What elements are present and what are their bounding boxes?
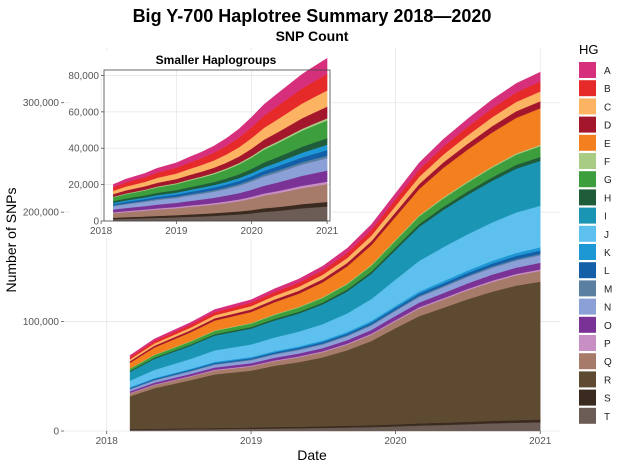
inset-y-tick-label: 40,000: [68, 144, 99, 155]
legend-label-a: A: [604, 66, 611, 77]
main-areas: [129, 71, 541, 432]
main-x-tick-label: 2020: [384, 436, 407, 447]
legend-swatch-d: [579, 116, 596, 133]
legend-swatch-k: [579, 244, 596, 260]
x-axis-label: Date: [297, 447, 327, 463]
inset-x-tick-label: 2018: [90, 226, 113, 237]
legend-swatch-f: [579, 153, 596, 169]
inset-y-tick-label: 60,000: [68, 107, 99, 118]
inset-y-ticks: 0 20,000 40,000 60,000 80,000: [68, 71, 104, 228]
legend-swatch-t: [579, 407, 596, 424]
legend-label-e: E: [604, 139, 611, 150]
legend-label-m: M: [604, 284, 612, 295]
legend-swatch-p: [579, 335, 596, 351]
legend-swatch-s: [579, 389, 596, 406]
main-y-tick-label: 300,000: [23, 98, 60, 109]
inset-area-a: [113, 57, 328, 188]
main-x-tick-label: 2018: [96, 436, 119, 447]
main-x-tick-label: 2019: [240, 436, 263, 447]
legend-label-j: J: [604, 230, 609, 241]
inset-y-tick-label: 0: [93, 217, 99, 228]
inset-areas: [103, 57, 331, 222]
legend-label-b: B: [604, 84, 611, 95]
main-y-ticks: 0 100,000 200,000 300,000: [23, 98, 64, 438]
legend-swatch-l: [579, 262, 596, 279]
inset-y-tick-label: 20,000: [68, 180, 99, 191]
main-y-tick-label: 100,000: [23, 317, 60, 328]
legend-label-o: O: [604, 321, 612, 332]
legend-swatch-o: [579, 316, 596, 333]
y-axis-label: Number of SNPs: [3, 187, 19, 292]
main-area-a: [129, 71, 541, 358]
legend-label-l: L: [604, 266, 610, 277]
legend-swatch-c: [579, 98, 596, 115]
legend-label-n: N: [604, 303, 611, 314]
legend-swatch-a: [579, 62, 596, 78]
main-y-tick-label: 0: [53, 427, 59, 438]
legend-label-h: H: [604, 193, 611, 204]
legend-label-g: G: [604, 175, 612, 186]
legend-label-k: K: [604, 248, 611, 259]
legend-label-i: I: [604, 212, 607, 223]
legend-label-c: C: [604, 102, 611, 113]
legend-swatch-e: [579, 134, 596, 151]
main-y-tick-label: 200,000: [23, 208, 60, 219]
legend-label-s: S: [604, 394, 611, 405]
legend-label-r: R: [604, 375, 611, 386]
chart-subtitle: SNP Count: [276, 28, 349, 44]
legend-swatch-q: [579, 353, 596, 370]
main-x-tick-label: 2021: [529, 436, 552, 447]
legend-swatch-h: [579, 189, 596, 206]
main-x-ticks: 2018 2019 2020 2021: [96, 431, 552, 447]
legend-swatch-n: [579, 298, 596, 315]
inset-x-tick-label: 2019: [165, 226, 188, 237]
inset-frame: [103, 69, 331, 222]
legend-label-d: D: [604, 121, 611, 132]
legend-swatch-j: [579, 225, 596, 242]
legend-label-q: Q: [604, 357, 612, 368]
legend-swatch-r: [579, 371, 596, 388]
inset-x-ticks: 2018 2019 2020 2021: [90, 221, 339, 237]
legend-swatch-i: [579, 207, 596, 224]
legend-swatch-g: [579, 171, 596, 188]
inset-y-tick-label: 80,000: [68, 71, 99, 82]
legend-swatch-b: [579, 80, 596, 97]
legend-label-p: P: [604, 339, 611, 350]
legend-label-f: F: [604, 157, 610, 168]
chart-title: Big Y-700 Haplotree Summary 2018—2020: [133, 6, 492, 26]
legend-label-t: T: [604, 412, 610, 423]
inset-x-tick-label: 2020: [241, 226, 264, 237]
inset-title: Smaller Haplogroups: [156, 53, 277, 67]
inset-x-tick-label: 2021: [316, 226, 339, 237]
legend-title: HG: [579, 42, 599, 57]
legend-swatch-m: [579, 280, 596, 297]
